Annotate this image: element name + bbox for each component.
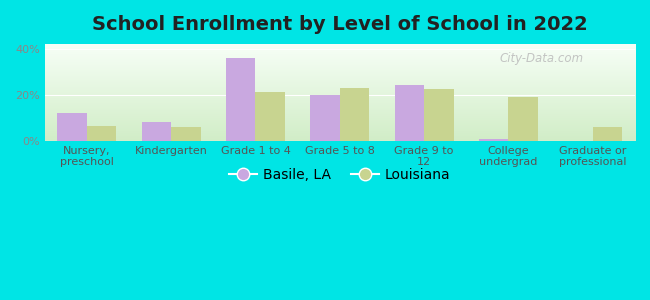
Bar bbox=[310, 95, 340, 141]
Bar bbox=[226, 58, 255, 141]
Bar bbox=[395, 85, 424, 141]
Text: City-Data.com: City-Data.com bbox=[499, 52, 583, 64]
Bar bbox=[340, 88, 369, 141]
Bar bbox=[424, 89, 454, 141]
Bar bbox=[593, 127, 622, 141]
Bar bbox=[479, 139, 508, 141]
Bar bbox=[255, 92, 285, 141]
Title: School Enrollment by Level of School in 2022: School Enrollment by Level of School in … bbox=[92, 15, 588, 34]
Bar bbox=[508, 97, 538, 141]
Bar bbox=[57, 113, 87, 141]
Bar bbox=[171, 127, 201, 141]
Legend: Basile, LA, Louisiana: Basile, LA, Louisiana bbox=[224, 162, 456, 187]
Bar bbox=[142, 122, 171, 141]
Bar bbox=[87, 126, 116, 141]
